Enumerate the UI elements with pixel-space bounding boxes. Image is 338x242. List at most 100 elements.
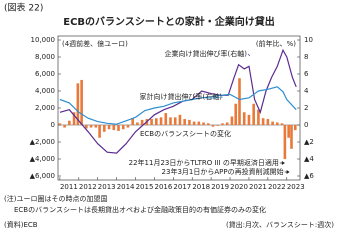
x-tick-label: 2011 [60, 183, 78, 191]
bar [80, 79, 83, 125]
x-tick-label: 2021 [249, 183, 267, 191]
y2-tick-label: ▲4 [304, 155, 314, 163]
bar [261, 118, 265, 125]
bar [121, 125, 125, 130]
y2-tick-label: 0 [304, 121, 308, 129]
bar [207, 123, 210, 125]
bar [98, 125, 101, 138]
bar [216, 125, 220, 126]
bar [252, 103, 255, 125]
arrow-head [286, 170, 290, 174]
bar [126, 125, 130, 128]
bar [159, 117, 163, 125]
y2-tick-label: 10 [304, 36, 313, 44]
bar [164, 113, 168, 125]
y2-tick-label: 4 [304, 87, 309, 95]
line [59, 48, 297, 154]
annotation: 23年3月1日からAPPの再投資削減開始 [162, 167, 284, 176]
y-tick-label: 10,000 [31, 36, 56, 44]
series-label: ECBのバランスシートの変化 [140, 129, 231, 138]
bar [290, 125, 293, 149]
bar [150, 119, 153, 125]
y2-tick-label: 6 [304, 70, 309, 78]
x-tick-label: 2020 [230, 183, 248, 191]
y-tick-label: ▲2,000 [30, 138, 55, 146]
x-tick-label: 2014 [117, 183, 135, 191]
y2-tick-label: 2 [304, 104, 308, 112]
x-tick-label: 2013 [98, 183, 116, 191]
bar [271, 121, 274, 125]
y-tick-label: 8,000 [35, 53, 55, 61]
bar [169, 117, 172, 125]
bar [192, 121, 196, 125]
y2-tick-label: ▲2 [304, 138, 314, 146]
bar [107, 125, 111, 130]
line [59, 86, 297, 125]
bar [140, 119, 144, 125]
bar [72, 112, 76, 125]
bar [221, 123, 224, 125]
y-axis-title: (4週前差、億ユーロ) [62, 39, 128, 48]
bar [112, 125, 116, 131]
bar [280, 123, 284, 125]
bar [266, 119, 270, 125]
bar [58, 123, 62, 125]
note: ECBのバランスシートは長期貸出オペおよび金融政策目的の有価証券のみの変化 [14, 205, 266, 214]
x-tick-label: 2017 [173, 183, 191, 191]
x-tick-label: 2016 [155, 183, 173, 191]
bar [89, 125, 93, 128]
y-tick-label: 6,000 [35, 70, 55, 78]
bar [76, 83, 80, 125]
bar [63, 125, 66, 128]
bar [225, 122, 229, 125]
y-tick-label: 2,000 [35, 104, 55, 112]
bar [283, 125, 287, 159]
y2-axis-title: (前年比、%) [256, 39, 296, 48]
series-label: 家計向け貸出伸び率(右軸) [140, 92, 223, 101]
bar [68, 120, 71, 125]
x-tick-label: 2012 [79, 183, 97, 191]
bar [188, 119, 191, 125]
bar [178, 114, 182, 125]
y2-tick-label: 8 [304, 53, 308, 61]
x-tick-label: 2023 [287, 183, 305, 191]
bar [183, 119, 186, 125]
leader-line [247, 53, 251, 57]
bar [238, 78, 241, 125]
x-tick-label: 2015 [136, 183, 154, 191]
series-label: 企業向け貸出伸び率(右軸) [165, 49, 248, 58]
bar [197, 121, 201, 125]
note: (注)ユーロ圏はその時点の加盟国 [4, 194, 107, 203]
chart-title: ECBのバランスシートとの家計・企業向け貸出 [63, 15, 275, 28]
arrow-head [281, 161, 285, 165]
bar [131, 118, 134, 125]
y2-tick-label: ▲6 [304, 172, 314, 180]
bar [247, 114, 251, 125]
bar [85, 125, 88, 129]
bar [242, 112, 246, 125]
bar [293, 125, 297, 131]
bar [230, 116, 234, 125]
bar [103, 125, 106, 132]
annotation: 22年11月23日からTLTRO III の早期返済日適用 [129, 158, 279, 167]
bar [136, 122, 139, 125]
leader-line [205, 96, 224, 100]
bar [276, 122, 279, 125]
bar [94, 125, 98, 128]
bar [117, 125, 120, 131]
bar [155, 118, 158, 125]
bar [287, 125, 290, 138]
y-tick-label: ▲4,000 [30, 155, 55, 163]
bar [202, 122, 205, 125]
source: (資料)ECB [4, 220, 38, 229]
x-tick-label: 2022 [268, 183, 286, 191]
bar [173, 117, 177, 125]
y-tick-label: ▲6,000 [30, 172, 55, 180]
y-tick-label: 4,000 [35, 87, 55, 95]
bar [257, 109, 260, 125]
bar [234, 103, 238, 125]
x-tick-label: 2018 [192, 183, 210, 191]
x-tick-label: 2019 [211, 183, 229, 191]
